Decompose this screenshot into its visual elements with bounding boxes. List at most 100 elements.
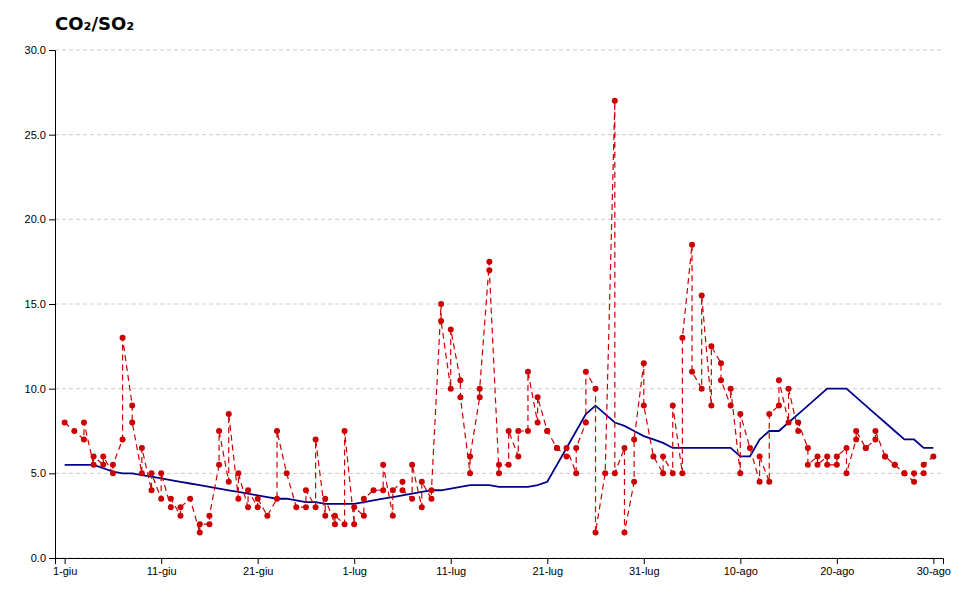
point <box>805 462 811 468</box>
x-tick-mark <box>644 558 645 564</box>
point <box>921 470 927 476</box>
point <box>805 445 811 451</box>
point <box>293 504 299 510</box>
point <box>303 487 309 493</box>
point <box>718 360 724 366</box>
x-tick-mark <box>933 558 934 564</box>
y-tick-label: 10.0 <box>25 383 46 395</box>
x-tick-label: 1-lug <box>342 565 366 577</box>
point <box>81 436 87 442</box>
point <box>168 496 174 502</box>
point <box>535 420 541 426</box>
point <box>139 470 145 476</box>
x-tick-label: 1-giu <box>53 565 77 577</box>
point <box>235 496 241 502</box>
point <box>438 301 444 307</box>
point <box>187 496 193 502</box>
x-tick: 10-ago <box>724 558 758 577</box>
point <box>911 470 917 476</box>
y-tick-label: 30.0 <box>25 44 46 56</box>
point <box>612 98 618 104</box>
point <box>689 369 695 375</box>
y-tick-label: 5.0 <box>31 467 46 479</box>
x-tick-mark <box>451 558 452 564</box>
point <box>564 453 570 459</box>
grid-line <box>55 304 943 305</box>
point <box>641 403 647 409</box>
point <box>911 479 917 485</box>
y-tick-mark <box>49 219 55 220</box>
point <box>390 487 396 493</box>
point <box>245 487 251 493</box>
x-tick-label: 11-lug <box>436 565 466 577</box>
x-tick-mark <box>837 558 838 564</box>
point <box>313 436 319 442</box>
point <box>795 420 801 426</box>
point <box>843 470 849 476</box>
point <box>120 335 126 341</box>
point <box>274 428 280 434</box>
y-tick-label: 25.0 <box>25 129 46 141</box>
x-tick: 20-ago <box>820 558 854 577</box>
series-line <box>65 389 934 504</box>
point <box>834 453 840 459</box>
point <box>448 326 454 332</box>
point <box>593 530 599 536</box>
point <box>91 462 97 468</box>
point <box>81 420 87 426</box>
point <box>486 259 492 265</box>
point <box>322 496 328 502</box>
point <box>457 377 463 383</box>
title: CO₂/SO₂ <box>55 13 134 34</box>
x-tick: 31-lug <box>629 558 660 577</box>
point <box>438 318 444 324</box>
point <box>129 403 135 409</box>
point <box>612 470 618 476</box>
point <box>371 487 377 493</box>
point <box>660 453 666 459</box>
point <box>342 428 348 434</box>
point <box>544 428 550 434</box>
point <box>766 479 772 485</box>
y-tick: 25.0 <box>25 129 55 141</box>
point <box>602 470 608 476</box>
x-tick-mark <box>547 558 548 564</box>
point <box>786 420 792 426</box>
point <box>921 462 927 468</box>
point <box>621 530 627 536</box>
chart: 1-giu11-giu21-giu1-lug11-lug21-lug31-lug… <box>0 0 973 598</box>
point <box>322 513 328 519</box>
point <box>486 267 492 273</box>
point <box>882 453 888 459</box>
point <box>419 479 425 485</box>
point <box>728 403 734 409</box>
y-axis-line <box>49 51 56 559</box>
grid-line <box>55 219 943 220</box>
point <box>110 462 116 468</box>
point <box>853 436 859 442</box>
point <box>467 470 473 476</box>
point <box>448 386 454 392</box>
point <box>177 513 183 519</box>
point <box>621 445 627 451</box>
grid-line <box>55 134 943 135</box>
point <box>535 394 541 400</box>
point <box>737 411 743 417</box>
point <box>747 445 753 451</box>
point <box>660 470 666 476</box>
y-grid <box>55 50 943 558</box>
x-axis-line <box>56 559 944 565</box>
point <box>496 462 502 468</box>
x-tick: 21-lug <box>532 558 563 577</box>
point <box>515 428 521 434</box>
point <box>100 462 106 468</box>
point <box>882 453 888 459</box>
point <box>525 369 531 375</box>
point <box>554 445 560 451</box>
point <box>901 470 907 476</box>
point <box>824 462 830 468</box>
plot: 1-giu11-giu21-giu1-lug11-lug21-lug31-lug… <box>25 44 951 577</box>
point <box>399 487 405 493</box>
point <box>708 343 714 349</box>
point <box>158 470 164 476</box>
